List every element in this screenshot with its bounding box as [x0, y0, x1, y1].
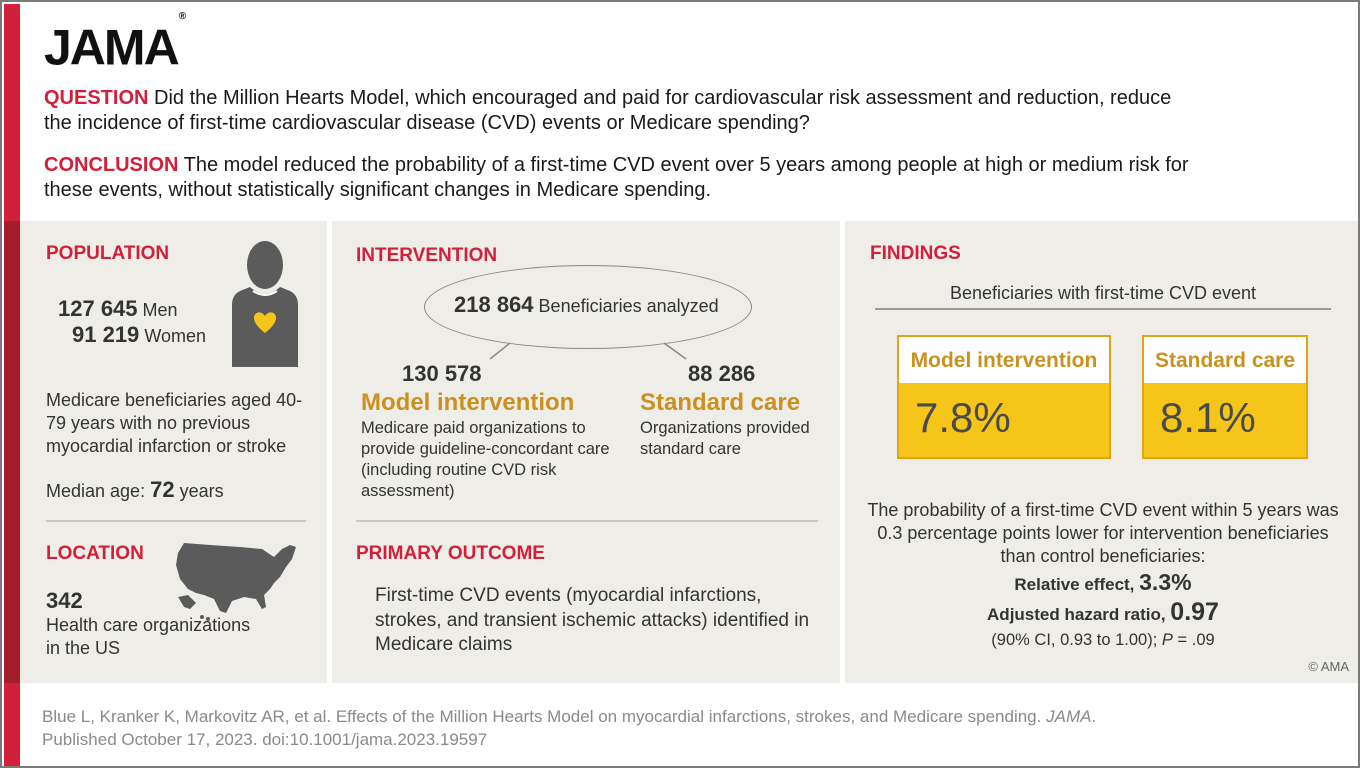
conclusion-text: The model reduced the probability of a f…	[44, 154, 1189, 201]
copyright: © AMA	[1308, 659, 1349, 674]
conclusion-label: CONCLUSION	[44, 154, 179, 176]
standard-care-card: Standard care 8.1%	[1142, 335, 1308, 459]
us-map-icon	[176, 543, 296, 621]
hazard-ratio: Adjusted hazard ratio, 0.97	[987, 598, 1219, 626]
subtitle-rule	[875, 308, 1331, 310]
jama-logo: JAMA®	[44, 11, 187, 76]
women-stat: 91 219 Women	[72, 322, 207, 347]
findings-title: FINDINGS	[870, 243, 961, 264]
primary-outcome-text: First-time CVD events (myocardial infarc…	[375, 585, 810, 655]
question-text: Did the Million Hearts Model, which enco…	[44, 87, 1172, 134]
beneficiaries-ellipse	[424, 265, 752, 349]
primary-outcome-title: PRIMARY OUTCOME	[356, 543, 545, 564]
men-stat: 127 645 Men	[58, 296, 178, 321]
standard-card-label: Standard care	[1154, 349, 1296, 372]
model-description: Medicare paid organizations to provide g…	[361, 419, 610, 500]
intervention-title: INTERVENTION	[356, 245, 498, 266]
branch-lines	[489, 342, 687, 360]
confidence-interval: (90% CI, 0.93 to 1.00); P = .09	[991, 631, 1215, 649]
citation: Blue L, Kranker K, Markovitz AR, et al. …	[42, 707, 1097, 749]
population-description: Medicare beneficiaries aged 40-79 years …	[46, 390, 303, 456]
intervention-panel: INTERVENTION 218 864 Beneficiaries analy…	[332, 221, 840, 683]
person-heart-icon	[232, 241, 298, 367]
model-card-value: 7.8%	[899, 383, 1109, 457]
location-title: LOCATION	[46, 543, 144, 564]
divider	[46, 520, 306, 522]
relative-effect: Relative effect, 3.3%	[1014, 569, 1192, 595]
model-count: 130 578	[402, 361, 482, 386]
conclusion: CONCLUSION The model reduced the probabi…	[44, 153, 1214, 203]
findings-subtitle: Beneficiaries with first-time CVD event	[949, 283, 1257, 303]
accent-bar-bottom	[4, 683, 20, 766]
accent-bar-middle	[4, 221, 20, 683]
location-count: 342	[46, 588, 83, 613]
total-beneficiaries: 218 864 Beneficiaries analyzed	[454, 292, 719, 317]
accent-bar-top	[4, 4, 20, 221]
question: QUESTION Did the Million Hearts Model, w…	[44, 86, 1204, 136]
model-intervention-title: Model intervention	[361, 389, 575, 416]
findings-summary: The probability of a first-time CVD even…	[867, 500, 1339, 566]
population-title: POPULATION	[46, 243, 170, 264]
divider	[356, 520, 818, 522]
population-panel: POPULATION 127 645 Men 91 219 Women Medi…	[20, 221, 327, 683]
standard-description: Organizations provided standard care	[640, 419, 810, 458]
median-age: Median age: 72 years	[46, 477, 224, 502]
findings-panel: FINDINGS Beneficiaries with first-time C…	[845, 221, 1358, 683]
model-card-label: Model intervention	[910, 349, 1098, 372]
standard-care-title: Standard care	[640, 389, 801, 416]
location-description: Health care organizations in the US	[46, 615, 251, 658]
model-intervention-card: Model intervention 7.8%	[897, 335, 1111, 459]
standard-card-value: 8.1%	[1144, 383, 1306, 457]
question-label: QUESTION	[44, 87, 149, 109]
standard-count: 88 286	[688, 361, 756, 386]
